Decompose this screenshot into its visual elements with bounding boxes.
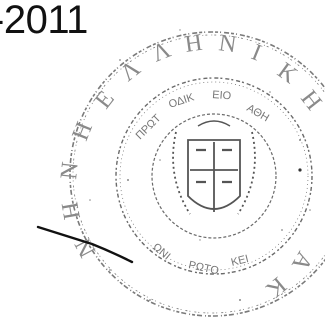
svg-text:Ε: Ε xyxy=(90,86,120,114)
svg-text:ΩΝΙ: ΩΝΙ xyxy=(150,241,172,263)
signature-stroke xyxy=(36,225,134,264)
svg-text:Η: Η xyxy=(57,200,86,222)
svg-text:ΑΘΗ: ΑΘΗ xyxy=(245,102,271,124)
svg-text:Κ: Κ xyxy=(272,58,302,90)
svg-text:Ι: Ι xyxy=(248,39,265,66)
svg-text:ΟΔΙΚ: ΟΔΙΚ xyxy=(167,91,196,111)
svg-text:Ν: Ν xyxy=(56,161,84,181)
stamp-ring-lettering: Ε Λ Λ Η Ν Ι Κ Η Η Ν Η Ν Α Κ xyxy=(56,30,325,303)
svg-text:Α: Α xyxy=(286,247,318,276)
svg-text:ΠΡΩΤ: ΠΡΩΤ xyxy=(134,112,164,142)
stamp-inner-lettering: ΠΡΩΤ ΟΔΙΚ ΕΙΟ ΑΘΗ ΩΝΙ ΡΩΤΟ ΚΕΙ xyxy=(134,89,271,277)
date-year-text: -2011 xyxy=(0,0,88,42)
coat-of-arms-icon xyxy=(172,120,256,215)
svg-text:ΚΕΙ: ΚΕΙ xyxy=(230,253,250,269)
svg-text:Η: Η xyxy=(67,118,98,144)
svg-text:ΕΙΟ: ΕΙΟ xyxy=(212,89,232,102)
svg-text:Η: Η xyxy=(183,30,204,58)
svg-text:Κ: Κ xyxy=(260,271,291,302)
stamp-speckle-texture xyxy=(89,29,311,301)
stamp-inner-ring xyxy=(115,77,313,275)
svg-text:ΡΩΤΟ: ΡΩΤΟ xyxy=(187,259,220,277)
svg-text:Ν: Ν xyxy=(217,30,238,58)
svg-text:Η: Η xyxy=(295,86,325,116)
stamp-outer-ring xyxy=(69,31,325,317)
